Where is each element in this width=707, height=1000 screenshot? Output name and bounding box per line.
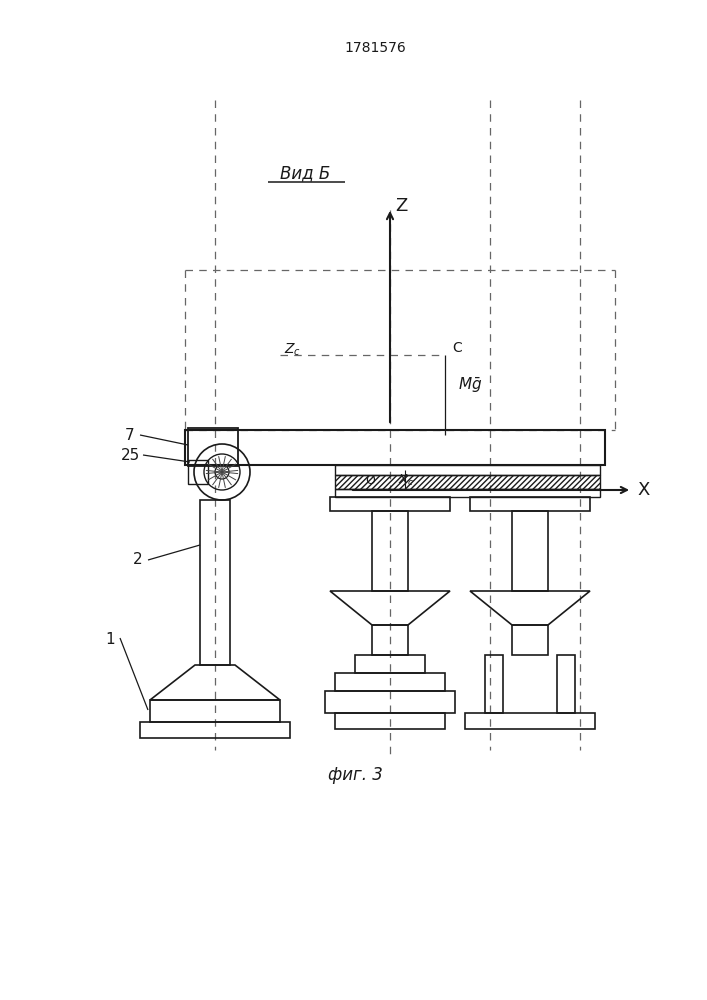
Bar	[335, 465, 600, 475]
Bar	[150, 700, 280, 722]
Bar	[465, 713, 595, 729]
Text: $X_c$: $X_c$	[398, 472, 414, 488]
Bar	[188, 460, 208, 484]
Bar	[372, 625, 408, 655]
Bar	[325, 691, 455, 713]
Bar	[470, 497, 590, 511]
Bar	[557, 655, 575, 713]
Text: 2: 2	[133, 552, 143, 568]
Text: Вид Б: Вид Б	[280, 164, 330, 182]
Bar	[335, 489, 600, 497]
Text: $M\bar{g}$: $M\bar{g}$	[458, 375, 482, 395]
Text: $Z_c$: $Z_c$	[284, 342, 301, 358]
Bar	[512, 511, 548, 591]
Bar	[512, 625, 548, 655]
Bar	[335, 475, 600, 489]
Text: X: X	[637, 481, 649, 499]
Text: 1: 1	[105, 633, 115, 648]
Bar	[188, 428, 238, 466]
Text: C: C	[452, 341, 462, 355]
Text: O: O	[365, 474, 375, 487]
Bar	[372, 511, 408, 591]
Text: фиг. 3: фиг. 3	[327, 766, 382, 784]
Bar	[355, 655, 425, 673]
Bar	[140, 722, 290, 738]
Bar	[200, 500, 230, 665]
Text: Z: Z	[395, 197, 407, 215]
Bar	[185, 430, 605, 465]
Text: 25: 25	[120, 448, 139, 462]
Bar	[485, 655, 503, 713]
Bar	[335, 713, 445, 729]
Bar	[330, 497, 450, 511]
Text: 7: 7	[125, 428, 135, 442]
Bar	[335, 673, 445, 691]
Text: 1781576: 1781576	[344, 41, 406, 55]
